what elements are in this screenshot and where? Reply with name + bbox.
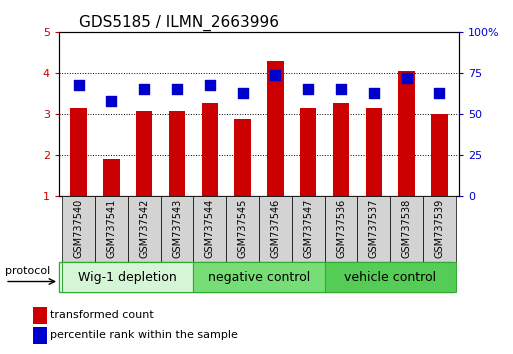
- Point: [271, 72, 280, 78]
- Bar: [226, 196, 259, 262]
- Bar: [136, 111, 152, 196]
- Bar: [325, 196, 358, 262]
- Text: GSM737539: GSM737539: [435, 199, 444, 258]
- Text: GSM737537: GSM737537: [369, 199, 379, 258]
- Text: protocol: protocol: [5, 267, 50, 276]
- Text: GSM737536: GSM737536: [336, 199, 346, 258]
- Bar: [103, 159, 120, 196]
- Text: GSM737545: GSM737545: [238, 199, 248, 258]
- Bar: [431, 114, 448, 196]
- Text: GSM737546: GSM737546: [270, 199, 281, 258]
- Bar: [128, 196, 161, 262]
- Bar: [390, 196, 423, 262]
- Text: GSM737538: GSM737538: [402, 199, 411, 258]
- Point: [337, 87, 345, 92]
- Bar: [169, 111, 185, 196]
- Bar: [193, 262, 325, 292]
- Bar: [33, 327, 47, 343]
- Point: [370, 90, 378, 96]
- Text: percentile rank within the sample: percentile rank within the sample: [50, 330, 239, 341]
- Bar: [333, 103, 349, 196]
- Point: [239, 90, 247, 96]
- Bar: [62, 196, 95, 262]
- Point: [107, 98, 115, 104]
- Text: GSM737541: GSM737541: [107, 199, 116, 258]
- Bar: [423, 196, 456, 262]
- Text: Wig-1 depletion: Wig-1 depletion: [78, 270, 177, 284]
- Text: GSM737542: GSM737542: [139, 199, 149, 258]
- Text: GDS5185 / ILMN_2663996: GDS5185 / ILMN_2663996: [79, 14, 279, 30]
- Bar: [267, 62, 284, 196]
- Text: GSM737544: GSM737544: [205, 199, 215, 258]
- Text: GSM737540: GSM737540: [74, 199, 84, 258]
- Point: [74, 82, 83, 87]
- Bar: [366, 108, 382, 196]
- Point: [206, 82, 214, 87]
- Bar: [399, 71, 415, 196]
- Text: negative control: negative control: [208, 270, 310, 284]
- Bar: [202, 103, 218, 196]
- Point: [140, 87, 148, 92]
- Text: vehicle control: vehicle control: [344, 270, 437, 284]
- Bar: [161, 196, 193, 262]
- Point: [436, 90, 444, 96]
- Text: transformed count: transformed count: [50, 310, 154, 320]
- Bar: [62, 262, 193, 292]
- Bar: [300, 108, 317, 196]
- Bar: [95, 196, 128, 262]
- Bar: [70, 108, 87, 196]
- Bar: [292, 196, 325, 262]
- Point: [173, 87, 181, 92]
- Bar: [33, 307, 47, 324]
- Text: GSM737547: GSM737547: [303, 199, 313, 258]
- Bar: [234, 119, 251, 196]
- Bar: [325, 262, 456, 292]
- Bar: [259, 196, 292, 262]
- Point: [304, 87, 312, 92]
- Bar: [193, 196, 226, 262]
- Text: GSM737543: GSM737543: [172, 199, 182, 258]
- Bar: [358, 196, 390, 262]
- Point: [403, 75, 411, 81]
